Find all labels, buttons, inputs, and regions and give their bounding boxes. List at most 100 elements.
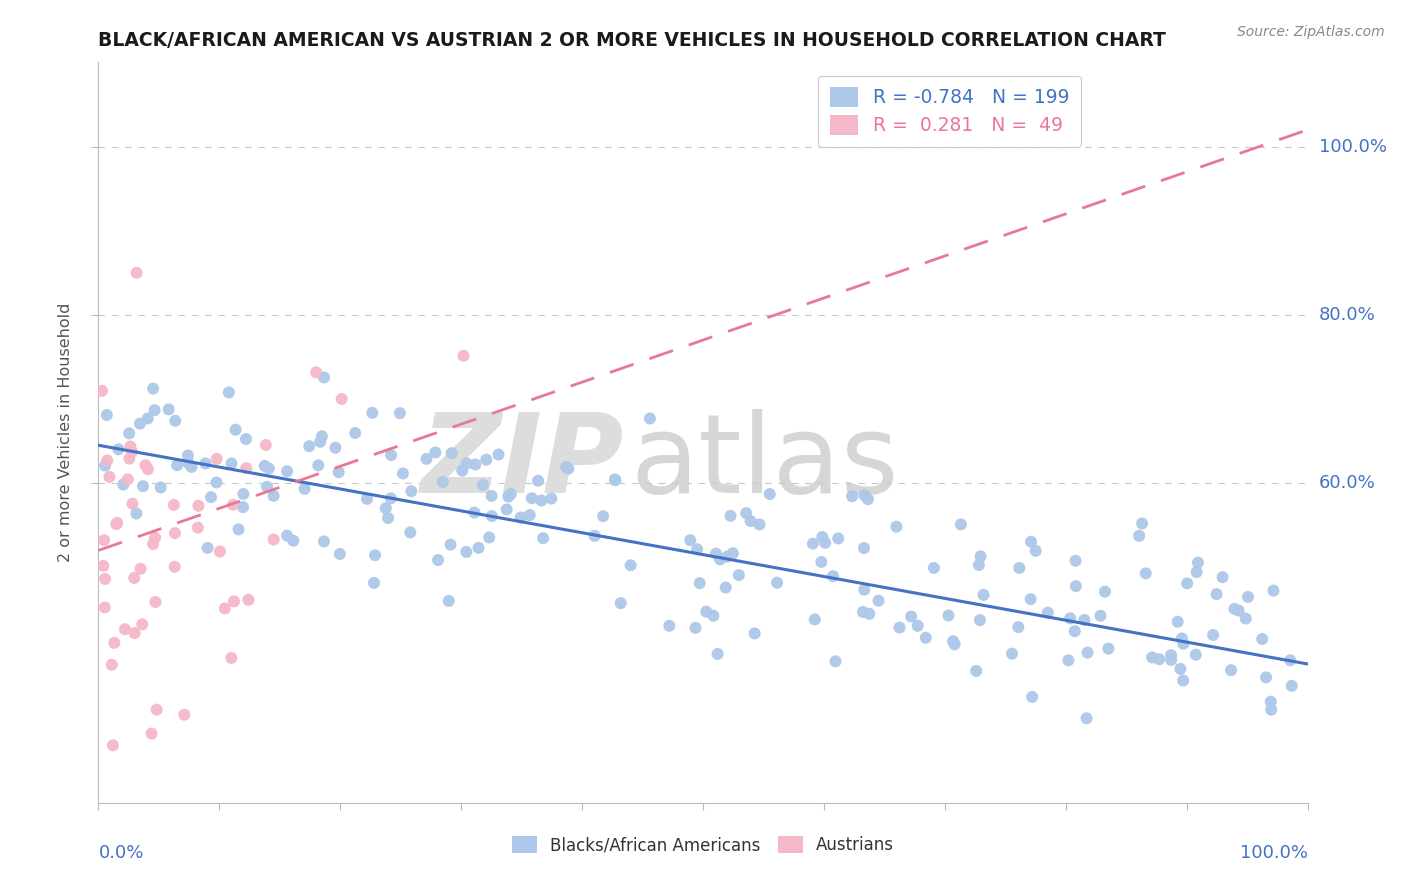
Point bbox=[1025, 544, 1047, 558]
Point bbox=[93, 533, 115, 548]
Point bbox=[205, 451, 228, 466]
Point bbox=[121, 497, 143, 511]
Point bbox=[298, 439, 321, 453]
Point bbox=[714, 581, 737, 595]
Point bbox=[721, 546, 744, 560]
Point bbox=[801, 536, 824, 550]
Point bbox=[475, 452, 498, 467]
Point bbox=[427, 553, 450, 567]
Point bbox=[495, 502, 517, 516]
Point bbox=[1036, 606, 1059, 620]
Point bbox=[91, 384, 114, 398]
Point bbox=[363, 575, 385, 590]
Point bbox=[852, 605, 875, 619]
Point bbox=[440, 446, 463, 460]
Point bbox=[609, 596, 631, 610]
Point bbox=[943, 637, 966, 651]
Point bbox=[356, 491, 378, 506]
Point bbox=[122, 571, 145, 585]
Point bbox=[1173, 673, 1195, 688]
Point bbox=[254, 438, 277, 452]
Point bbox=[456, 545, 478, 559]
Point bbox=[377, 511, 399, 525]
Point bbox=[437, 594, 460, 608]
Point bbox=[312, 370, 335, 384]
Point bbox=[163, 559, 186, 574]
Point bbox=[531, 531, 554, 545]
Point bbox=[177, 449, 200, 463]
Point bbox=[1064, 579, 1087, 593]
Point bbox=[129, 562, 152, 576]
Point bbox=[125, 507, 148, 521]
Point bbox=[136, 462, 159, 476]
Point bbox=[142, 537, 165, 551]
Point bbox=[886, 519, 908, 533]
Point bbox=[856, 492, 879, 507]
Point bbox=[1279, 653, 1302, 667]
Point bbox=[973, 588, 995, 602]
Point bbox=[1076, 711, 1098, 725]
Point bbox=[118, 426, 141, 441]
Point bbox=[388, 406, 411, 420]
Point bbox=[143, 531, 166, 545]
Point bbox=[1260, 703, 1282, 717]
Point bbox=[380, 491, 402, 506]
Point bbox=[1185, 648, 1208, 662]
Point bbox=[758, 487, 780, 501]
Point bbox=[96, 453, 118, 467]
Point bbox=[520, 491, 543, 506]
Point bbox=[488, 448, 510, 462]
Point bbox=[907, 619, 929, 633]
Point bbox=[1173, 637, 1195, 651]
Point bbox=[527, 474, 550, 488]
Point bbox=[136, 411, 159, 425]
Point bbox=[827, 532, 849, 546]
Point bbox=[105, 517, 128, 532]
Point bbox=[853, 488, 876, 502]
Point bbox=[380, 448, 402, 462]
Point bbox=[914, 631, 936, 645]
Point bbox=[232, 500, 254, 515]
Point bbox=[1205, 587, 1227, 601]
Point bbox=[509, 510, 531, 524]
Point bbox=[173, 707, 195, 722]
Point bbox=[1237, 590, 1260, 604]
Point bbox=[253, 458, 276, 473]
Point bbox=[498, 490, 520, 504]
Point bbox=[329, 547, 352, 561]
Point bbox=[91, 558, 114, 573]
Point bbox=[94, 458, 117, 473]
Point bbox=[214, 601, 236, 615]
Point bbox=[1234, 611, 1257, 625]
Point bbox=[135, 458, 157, 473]
Point bbox=[145, 595, 167, 609]
Point bbox=[478, 531, 501, 545]
Point bbox=[1021, 690, 1043, 704]
Point bbox=[1220, 663, 1243, 677]
Point bbox=[1223, 602, 1246, 616]
Point bbox=[471, 478, 494, 492]
Point bbox=[464, 458, 486, 472]
Point bbox=[557, 461, 579, 475]
Point bbox=[235, 432, 257, 446]
Point bbox=[125, 266, 148, 280]
Point bbox=[1059, 611, 1081, 625]
Point bbox=[1073, 613, 1095, 627]
Point bbox=[716, 549, 738, 564]
Point bbox=[748, 517, 770, 532]
Point bbox=[965, 664, 987, 678]
Point bbox=[1202, 628, 1225, 642]
Point bbox=[132, 479, 155, 493]
Legend: Blacks/African Americans, Austrians: Blacks/African Americans, Austrians bbox=[506, 830, 900, 861]
Point bbox=[766, 575, 789, 590]
Point bbox=[821, 569, 844, 583]
Point bbox=[720, 508, 742, 523]
Point bbox=[530, 493, 553, 508]
Point bbox=[1149, 652, 1171, 666]
Point bbox=[165, 414, 187, 428]
Text: 100.0%: 100.0% bbox=[1240, 845, 1308, 863]
Point bbox=[311, 429, 333, 443]
Point bbox=[96, 408, 118, 422]
Point bbox=[922, 561, 945, 575]
Point bbox=[1187, 556, 1209, 570]
